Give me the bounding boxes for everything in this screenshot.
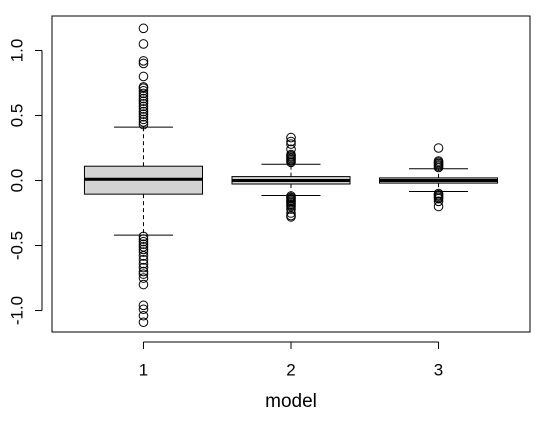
outlier [138, 273, 149, 283]
outlier [138, 96, 149, 106]
outlier [433, 201, 444, 212]
x-tick-label: 1 [139, 360, 148, 379]
outlier [138, 23, 149, 34]
outlier [286, 204, 296, 214]
outlier [138, 236, 149, 247]
outlier [138, 317, 149, 328]
outlier [138, 56, 149, 66]
outlier [138, 255, 149, 265]
outlier [286, 144, 296, 155]
y-tick-label: 1.0 [7, 39, 26, 63]
outlier [138, 119, 149, 130]
outlier [138, 234, 149, 244]
outlier [138, 88, 149, 99]
outlier [138, 279, 149, 290]
outlier [138, 82, 149, 92]
plot-frame [51, 15, 531, 333]
outlier [433, 143, 444, 153]
x-tick-label: 2 [286, 360, 295, 379]
outlier [138, 93, 149, 104]
outlier [138, 258, 149, 269]
outlier [138, 231, 149, 242]
outlier [138, 300, 149, 311]
outlier [138, 109, 149, 119]
outlier [138, 262, 149, 273]
outlier [286, 149, 296, 160]
outlier [286, 132, 296, 143]
outlier [138, 104, 149, 114]
outlier [286, 136, 296, 147]
x-tick-label: 3 [434, 360, 443, 379]
outlier [286, 139, 296, 149]
outlier [138, 58, 149, 69]
y-tick-label: -1.0 [7, 296, 26, 325]
x-axis-label: model [265, 391, 317, 412]
outlier [138, 98, 149, 109]
outlier [138, 244, 149, 255]
outlier [433, 196, 444, 207]
outlier [286, 201, 296, 212]
outlier [138, 239, 149, 250]
outlier [433, 193, 444, 204]
outlier [286, 208, 296, 218]
outlier [138, 111, 149, 122]
outlier [138, 242, 149, 252]
outlier [138, 304, 149, 315]
outlier [138, 117, 149, 127]
outlier [138, 106, 149, 117]
y-tick-label: 0.0 [7, 169, 26, 193]
outlier [138, 39, 149, 49]
y-tick-label: 0.5 [7, 104, 26, 128]
outlier [138, 85, 149, 96]
outlier [138, 247, 149, 257]
outlier [138, 114, 149, 125]
outlier [433, 156, 444, 166]
outlier [286, 212, 296, 222]
outlier [138, 269, 149, 279]
y-tick-label: -0.5 [7, 231, 26, 260]
outlier [138, 266, 149, 277]
outlier [138, 310, 149, 321]
outlier [138, 91, 149, 101]
outlier [138, 71, 149, 82]
outlier [138, 101, 149, 112]
outlier [138, 251, 149, 261]
